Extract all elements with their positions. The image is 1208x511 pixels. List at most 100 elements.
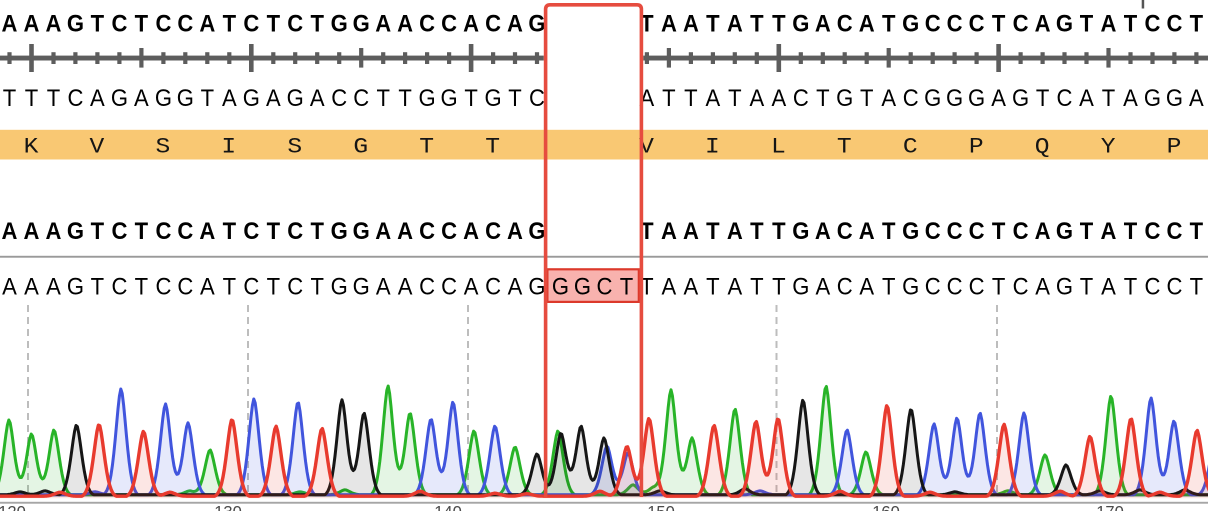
svg-text:T: T: [398, 84, 411, 111]
svg-text:G: G: [419, 84, 436, 111]
svg-text:C: C: [925, 10, 941, 37]
svg-text:C: C: [1145, 217, 1161, 244]
svg-text:G: G: [552, 273, 569, 300]
svg-text:G: G: [1012, 84, 1029, 111]
svg-text:T: T: [728, 84, 741, 111]
svg-text:A: A: [859, 10, 875, 37]
svg-text:T: T: [310, 10, 323, 37]
svg-text:T: T: [640, 273, 653, 300]
svg-text:G: G: [1144, 84, 1161, 111]
svg-text:C: C: [1013, 273, 1029, 300]
svg-text:T: T: [662, 84, 675, 111]
svg-text:C: C: [837, 217, 853, 244]
svg-text:C: C: [441, 10, 457, 37]
svg-text:G: G: [1056, 217, 1073, 244]
svg-text:A: A: [749, 84, 764, 111]
svg-text:A: A: [1101, 10, 1117, 37]
svg-text:G: G: [441, 84, 458, 111]
svg-text:C: C: [353, 84, 369, 111]
svg-text:T: T: [3, 84, 16, 111]
svg-text:G: G: [1056, 10, 1073, 37]
svg-text:A: A: [1035, 217, 1051, 244]
svg-text:G: G: [946, 84, 963, 111]
svg-text:A: A: [90, 84, 105, 111]
svg-text:T: T: [860, 84, 873, 111]
svg-text:C: C: [485, 273, 501, 300]
svg-text:150: 150: [647, 503, 675, 511]
svg-text:T: T: [992, 10, 1005, 37]
svg-text:G: G: [968, 84, 985, 111]
svg-text:C: C: [177, 273, 193, 300]
svg-text:C: C: [597, 273, 613, 300]
svg-text:A: A: [2, 217, 18, 244]
svg-text:A: A: [376, 273, 391, 300]
svg-text:V: V: [90, 135, 105, 159]
svg-text:A: A: [1101, 217, 1117, 244]
svg-text:G: G: [67, 273, 84, 300]
svg-text:C: C: [67, 84, 83, 111]
svg-text:T: T: [1124, 10, 1137, 37]
svg-text:A: A: [727, 217, 743, 244]
svg-text:T: T: [772, 217, 785, 244]
svg-text:C: C: [419, 217, 435, 244]
svg-text:T: T: [1124, 217, 1137, 244]
svg-text:G: G: [177, 84, 194, 111]
svg-text:C: C: [111, 273, 127, 300]
svg-text:T: T: [201, 84, 214, 111]
svg-text:C: C: [1013, 10, 1029, 37]
svg-text:T: T: [1080, 273, 1093, 300]
svg-text:T: T: [267, 10, 280, 37]
svg-text:T: T: [223, 217, 236, 244]
svg-text:T: T: [992, 273, 1005, 300]
svg-text:T: T: [267, 273, 280, 300]
svg-text:C: C: [177, 217, 193, 244]
svg-text:A: A: [661, 217, 677, 244]
svg-text:A: A: [24, 10, 40, 37]
svg-text:T: T: [135, 273, 148, 300]
svg-text:T: T: [91, 10, 104, 37]
svg-text:A: A: [727, 273, 742, 300]
svg-text:A: A: [508, 273, 523, 300]
svg-text:C: C: [793, 84, 809, 111]
svg-text:C: C: [485, 217, 501, 244]
svg-text:G: G: [1056, 273, 1073, 300]
svg-text:C: C: [155, 273, 171, 300]
svg-text:A: A: [46, 273, 61, 300]
svg-text:C: C: [287, 217, 303, 244]
svg-text:C: C: [441, 217, 457, 244]
svg-text:A: A: [266, 84, 281, 111]
svg-text:G: G: [528, 217, 545, 244]
svg-text:C: C: [111, 10, 127, 37]
svg-text:T: T: [135, 10, 148, 37]
svg-text:T: T: [47, 84, 60, 111]
svg-text:A: A: [464, 273, 479, 300]
svg-text:C: C: [287, 273, 303, 300]
svg-text:G: G: [902, 273, 919, 300]
svg-text:Q: Q: [1035, 135, 1050, 159]
svg-text:G: G: [353, 273, 370, 300]
svg-text:C: C: [529, 84, 545, 111]
svg-text:A: A: [991, 84, 1006, 111]
svg-text:A: A: [661, 10, 677, 37]
svg-text:G: G: [353, 217, 370, 244]
svg-text:T: T: [1190, 273, 1203, 300]
svg-text:I: I: [705, 135, 720, 159]
svg-text:T: T: [1124, 273, 1137, 300]
svg-text:T: T: [508, 84, 521, 111]
svg-text:A: A: [507, 10, 523, 37]
svg-text:C: C: [1166, 217, 1182, 244]
svg-text:T: T: [706, 217, 719, 244]
svg-text:T: T: [882, 217, 895, 244]
svg-text:A: A: [1101, 273, 1116, 300]
svg-text:T: T: [1080, 10, 1093, 37]
svg-text:A: A: [375, 217, 391, 244]
svg-text:T: T: [750, 217, 763, 244]
svg-text:C: C: [925, 217, 941, 244]
svg-text:G: G: [528, 10, 545, 37]
svg-text:S: S: [156, 135, 171, 159]
svg-text:T: T: [464, 84, 477, 111]
svg-text:A: A: [859, 217, 875, 244]
svg-text:T: T: [376, 84, 389, 111]
svg-text:A: A: [200, 273, 215, 300]
svg-text:G: G: [353, 135, 368, 159]
